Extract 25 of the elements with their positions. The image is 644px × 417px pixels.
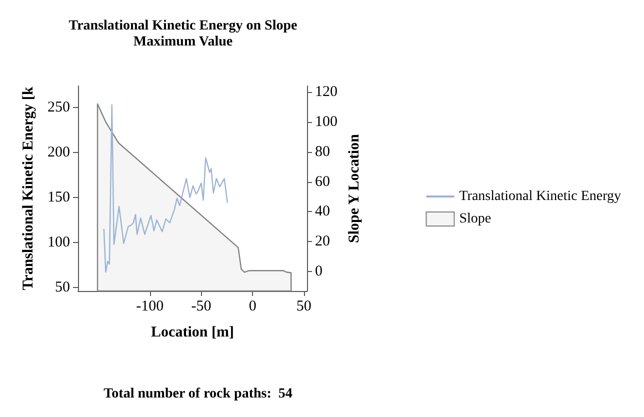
x-tick-label: 0 [248,298,256,314]
y2-tick-label: 0 [315,264,322,280]
x-tick-label: -100 [136,298,164,314]
y2-axis-title: Slope Y Location [346,133,362,243]
x-axis-title: Location [m] [151,324,234,340]
chart-title: Translational Kinetic Energy on Slope [68,18,298,34]
y2-tick-label: 120 [315,84,338,100]
legend-label: Slope [459,212,492,226]
y2-tick-label: 20 [315,234,330,250]
y-tick-label: 100 [48,234,70,250]
y-axis-title: Translational Kinetic Energy [k [20,86,36,290]
chart-subtitle: Maximum Value [133,34,233,50]
y-tick-label: 200 [48,144,70,161]
x-tick-label: -50 [191,298,212,314]
text: Total number of rock paths: 54 [104,386,292,402]
y2-tick-label: 80 [315,144,330,160]
line-series [103,104,228,273]
x-tick-label: 50 [296,298,312,314]
y-tick-label: 50 [55,279,70,296]
legend-label: Translational Kinetic Energy [459,189,622,204]
y2-tick-label: 60 [315,174,330,190]
y-tick-label: 150 [48,189,70,206]
y2-tick-label: 100 [315,114,338,130]
y-tick-label: 250 [48,100,70,116]
y2-tick-label: 40 [315,204,330,220]
